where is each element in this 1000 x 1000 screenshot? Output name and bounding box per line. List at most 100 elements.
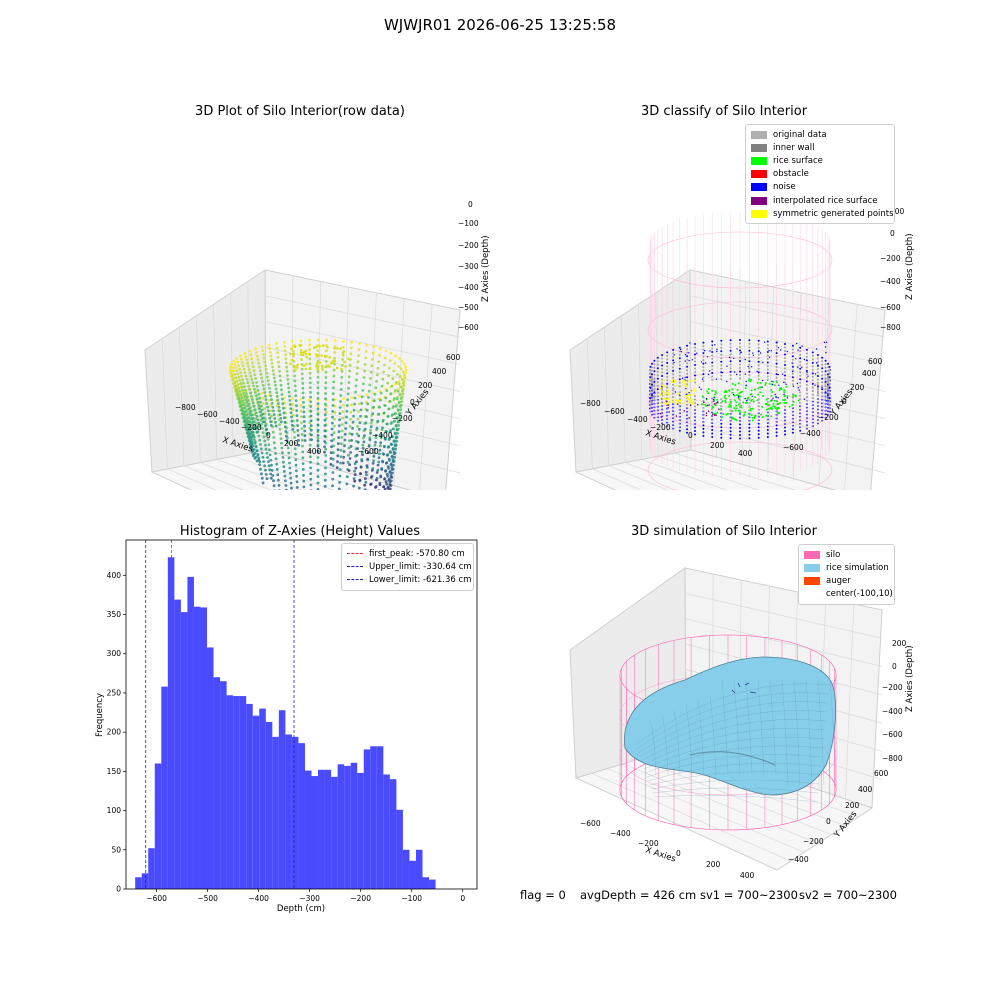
raw-x-tick: 0 <box>266 431 271 440</box>
classify-point <box>816 357 819 360</box>
raw-data-point <box>256 453 260 456</box>
raw-data-point <box>283 349 287 352</box>
raw-data-point <box>250 448 254 451</box>
raw-data-point <box>376 468 380 472</box>
legend-entry-noise: noise <box>751 181 889 194</box>
raw-data-point <box>272 479 275 483</box>
raw-data-point <box>270 463 273 467</box>
raw-data-point <box>368 383 372 387</box>
raw-data-point <box>333 417 336 421</box>
raw-data-point <box>297 443 301 447</box>
raw-x-tick: −800 <box>175 403 196 412</box>
raw-data-point <box>393 397 396 400</box>
classify-point <box>720 371 723 374</box>
raw-data-point <box>356 417 360 421</box>
rice-shadow <box>689 751 776 766</box>
raw-data-point <box>362 440 366 444</box>
raw-data-point <box>255 459 259 463</box>
raw-data-point <box>396 432 399 435</box>
classify-point <box>661 357 664 360</box>
raw-data-point <box>273 446 277 450</box>
rice-mesh-line <box>639 710 828 758</box>
classify-point <box>672 369 675 372</box>
classify-point <box>672 348 675 351</box>
classify-point <box>821 377 824 380</box>
classify-point <box>731 382 734 385</box>
simulation-z-tick: 200 <box>892 639 907 648</box>
raw-data-point <box>337 424 341 427</box>
rice-mesh-line <box>817 679 825 786</box>
raw-data-point <box>283 416 286 419</box>
classify-point <box>817 365 819 367</box>
classify-point <box>666 354 669 357</box>
raw-data-point <box>332 431 336 434</box>
raw-data-point <box>315 362 319 365</box>
raw-data-point <box>249 391 253 395</box>
raw-data-point <box>240 374 243 378</box>
raw-data-point <box>272 376 276 380</box>
classify-point <box>651 397 653 400</box>
classify-point <box>799 385 802 388</box>
classify-point <box>662 397 665 400</box>
classify-point <box>791 376 794 379</box>
classify-point <box>675 402 678 405</box>
classify-point <box>739 395 742 398</box>
raw-data-point <box>269 420 272 424</box>
raw-data-point <box>252 438 256 441</box>
raw-data-point <box>248 406 252 410</box>
histogram-x-tick-label: 0 <box>460 894 465 903</box>
raw-data-point <box>403 373 406 377</box>
raw-data-point <box>293 345 297 349</box>
classify-point <box>724 389 727 392</box>
raw-data-point <box>251 433 255 437</box>
classify-point <box>665 398 667 401</box>
raw-data-point <box>321 366 324 369</box>
classify-point <box>799 360 802 363</box>
classify-point <box>811 382 814 385</box>
raw-data-point <box>255 430 259 434</box>
raw-data-point <box>346 460 350 464</box>
raw-data-point <box>348 369 352 373</box>
raw-data-point <box>341 354 345 357</box>
classify-point <box>792 385 795 387</box>
classify-point <box>666 365 669 368</box>
raw-data-point <box>235 357 239 360</box>
classify-point <box>791 365 794 368</box>
raw-data-point <box>244 355 248 358</box>
raw-data-point <box>333 404 337 408</box>
raw-data-point <box>388 437 391 440</box>
raw-data-point <box>348 363 352 367</box>
raw-data-point <box>364 350 368 353</box>
classify-point <box>686 362 689 365</box>
raw-data-point <box>382 485 386 488</box>
raw-data-point <box>361 453 364 456</box>
classify-point <box>805 369 808 372</box>
classify-point <box>675 415 678 417</box>
classify-point <box>707 410 710 413</box>
classify-point <box>784 378 786 380</box>
raw-data-point <box>268 404 272 407</box>
classify-point <box>785 401 788 404</box>
classify-point <box>828 369 831 372</box>
raw-data-point <box>318 361 322 364</box>
classify-point <box>672 366 675 369</box>
classify-point <box>738 396 740 398</box>
raw-data-point <box>272 409 275 413</box>
classify-point <box>692 401 695 403</box>
classify-point <box>666 375 669 378</box>
raw-data-point <box>348 457 352 460</box>
classify-point <box>754 414 757 417</box>
histogram-y-tick-label: 50 <box>111 845 121 854</box>
raw-data-point <box>240 408 244 412</box>
raw-data-point <box>385 472 389 476</box>
raw-data-point <box>354 390 357 394</box>
classify-point <box>745 380 747 383</box>
classify-point <box>729 363 732 366</box>
classify-point <box>683 379 686 382</box>
raw-data-point <box>264 428 268 432</box>
classify-point <box>700 361 703 363</box>
raw-data-point <box>260 408 264 412</box>
raw-data-point <box>262 435 266 439</box>
raw-data-point <box>381 377 385 381</box>
raw-data-point <box>285 369 289 373</box>
